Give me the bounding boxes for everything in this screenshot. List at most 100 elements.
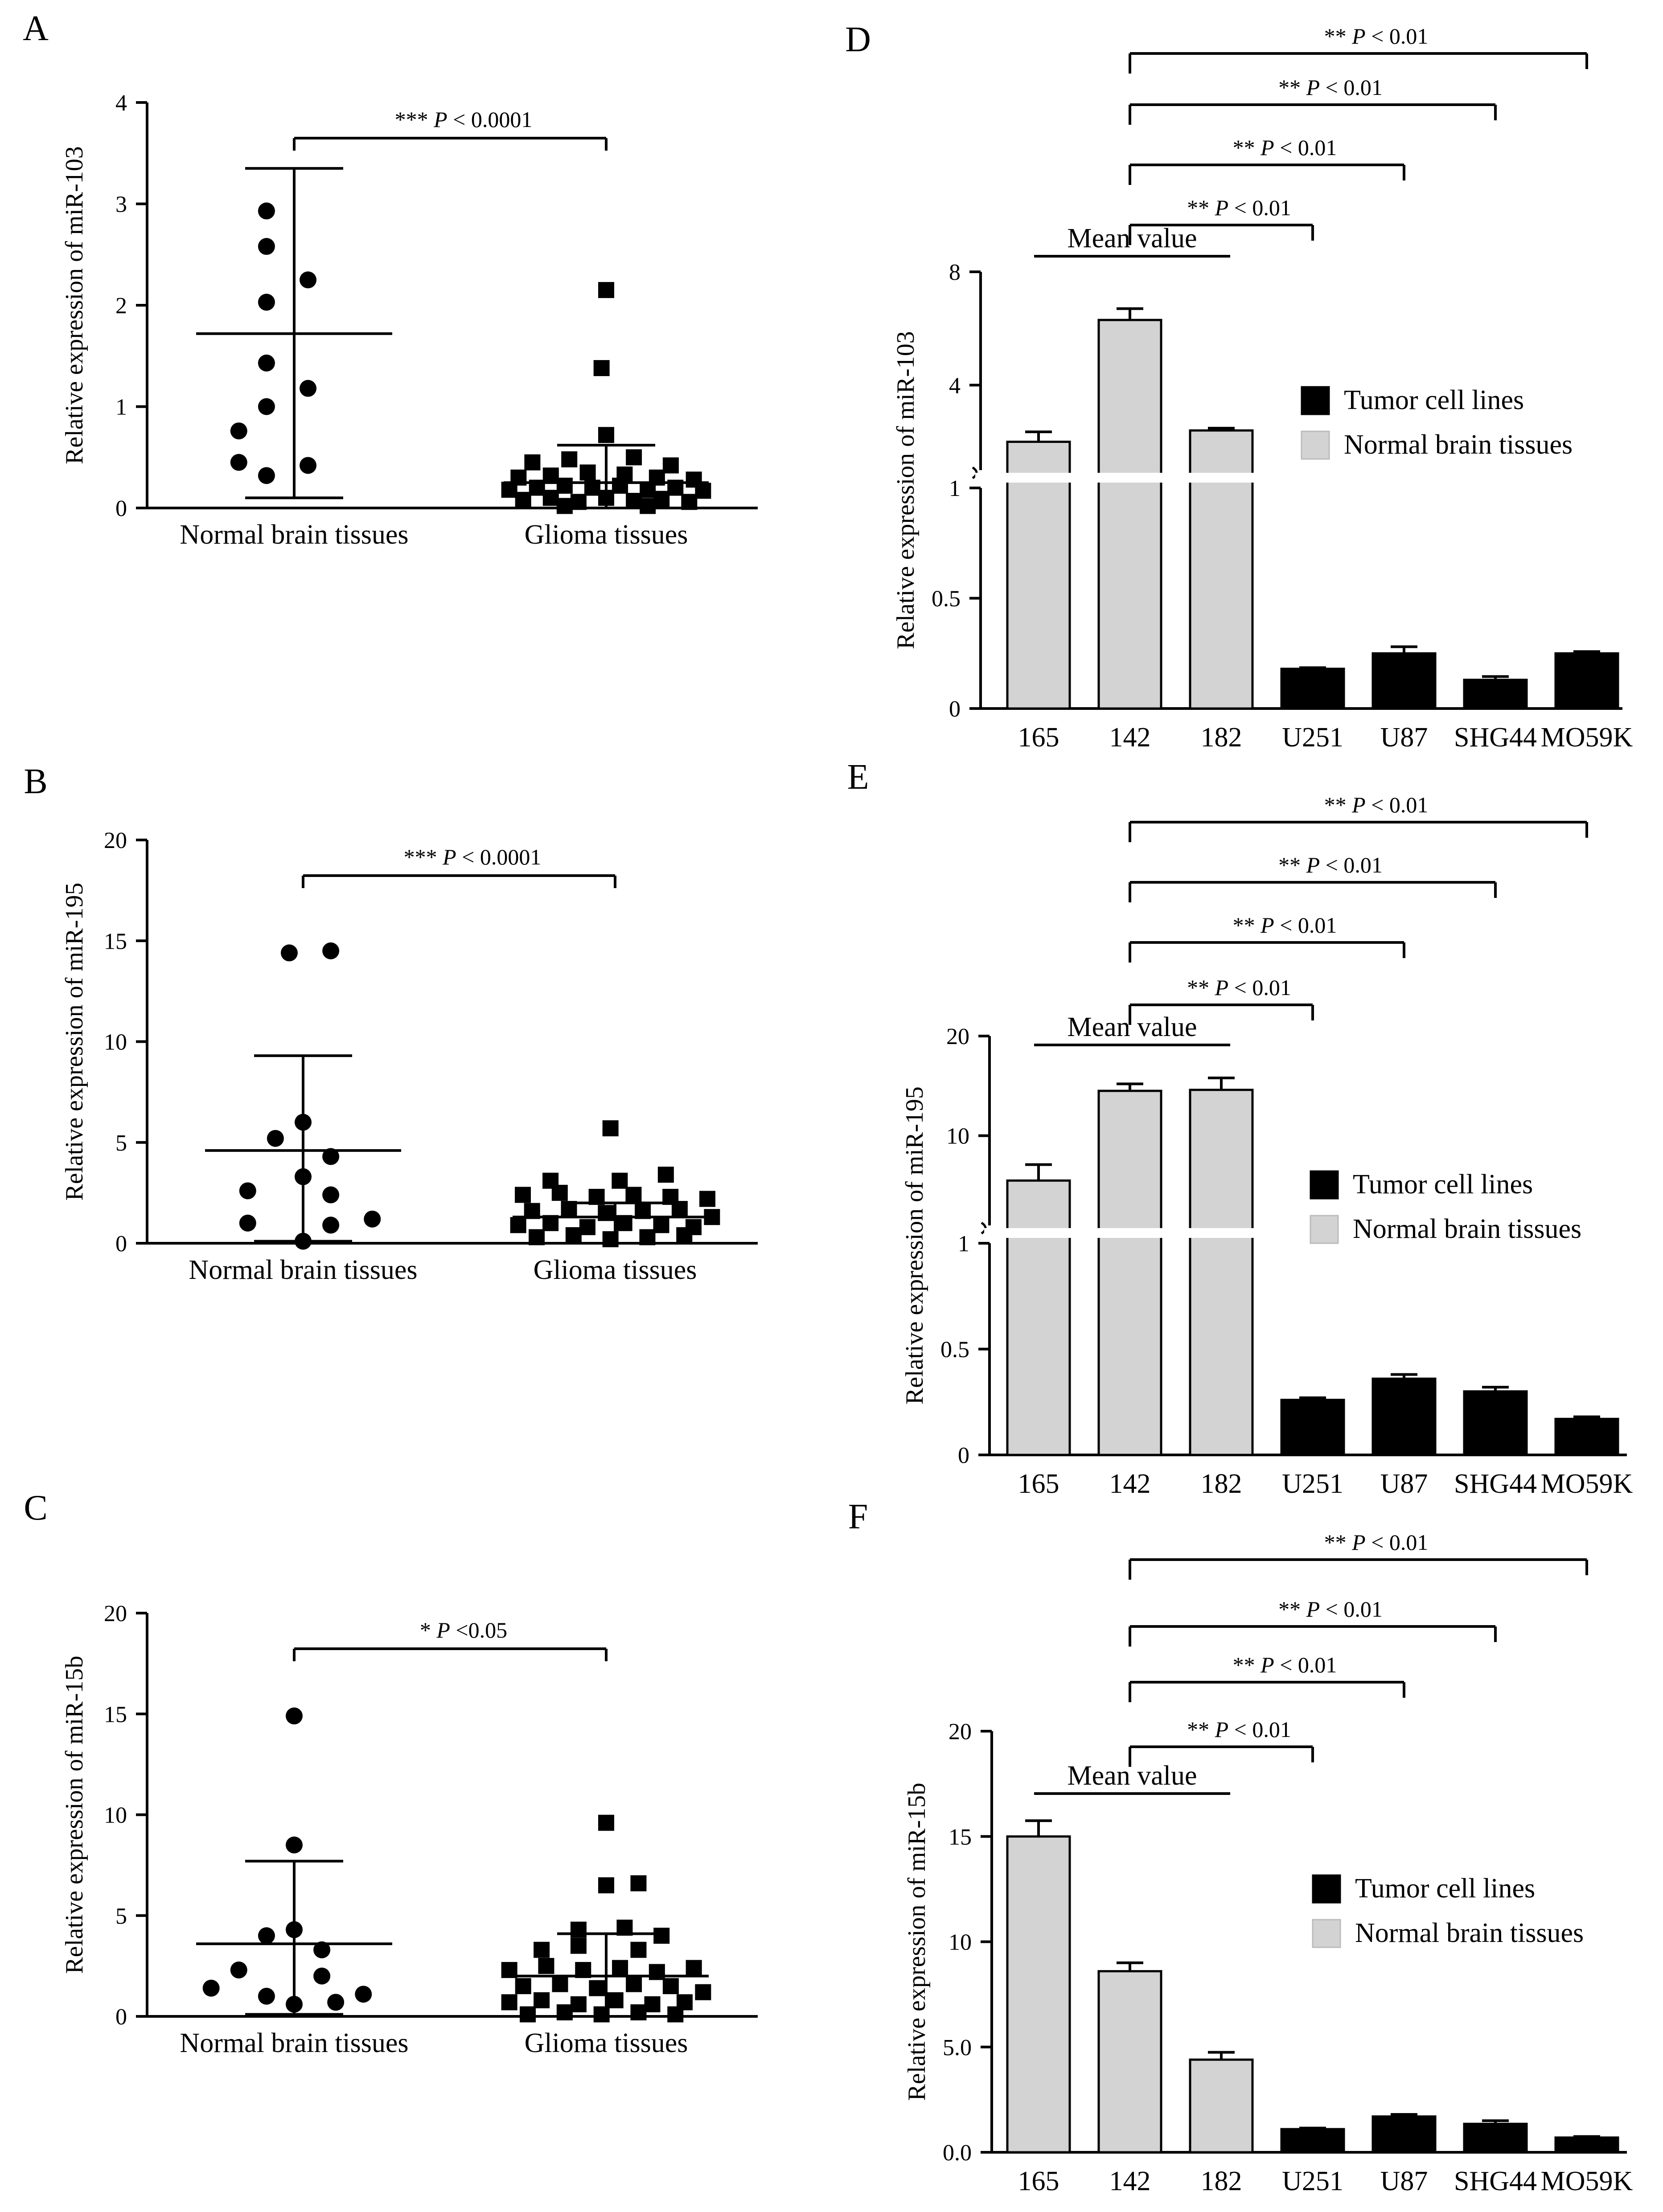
- data-point: [657, 1167, 674, 1183]
- data-point: [598, 282, 614, 298]
- x-category-label: 165: [1018, 722, 1059, 753]
- data-point: [286, 1707, 303, 1725]
- data-point: [575, 1962, 591, 1978]
- data-point: [640, 498, 656, 514]
- data-point: [686, 1960, 702, 1976]
- data-point: [239, 1214, 256, 1232]
- data-point: [570, 494, 587, 510]
- comparison-label: ** P < 0.01: [1278, 75, 1383, 100]
- data-point: [640, 482, 656, 498]
- bar-142: [1097, 1970, 1162, 2154]
- y-tick-label: 20: [949, 1719, 972, 1745]
- bar-u87: [1371, 652, 1437, 710]
- data-point: [322, 1217, 340, 1234]
- data-point: [542, 1215, 559, 1231]
- data-point: [589, 1980, 605, 1996]
- y-axis-label: Relative expression of miR-195: [61, 883, 88, 1201]
- p-threshold: <0.05: [450, 1618, 507, 1643]
- x-category-label: MO59K: [1541, 2166, 1633, 2196]
- x-category-label: Glioma tissues: [525, 520, 688, 550]
- p-threshold: < 0.01: [1274, 1652, 1337, 1677]
- comparison-label: ** P < 0.01: [1324, 792, 1429, 817]
- comparison-label: ** P < 0.01: [1324, 24, 1429, 49]
- bar-mo59k: [1554, 1417, 1619, 1456]
- p-threshold: < 0.01: [1228, 975, 1291, 1000]
- y-tick-label: 4: [115, 90, 127, 116]
- y-axis-label: Relative expression of miR-103: [892, 331, 920, 649]
- x-category-label: MO59K: [1541, 1469, 1633, 1499]
- significance-stars: **: [1187, 195, 1215, 220]
- bar-u251: [1280, 668, 1345, 710]
- data-point: [635, 1203, 651, 1219]
- comparison-label: ** P < 0.01: [1187, 975, 1291, 1000]
- y-tick-label: 0: [115, 1231, 127, 1257]
- significance-stars: **: [1278, 75, 1306, 100]
- p-symbol: P: [1351, 792, 1366, 817]
- data-point: [534, 1992, 550, 2008]
- data-point: [556, 2004, 573, 2020]
- legend-label: Tumor cell lines: [1353, 1169, 1533, 1200]
- y-tick-label: 4: [949, 373, 961, 398]
- y-tick-label: 15: [104, 929, 127, 954]
- axis-break-gap: [984, 1228, 1261, 1238]
- p-threshold: < 0.01: [1228, 1717, 1291, 1742]
- data-point: [364, 1210, 381, 1228]
- data-point: [662, 1978, 679, 1995]
- data-point: [501, 1994, 517, 2011]
- data-point: [295, 1168, 312, 1185]
- bar-u87: [1371, 2115, 1437, 2154]
- p-symbol: P: [1351, 1530, 1366, 1555]
- data-point: [501, 482, 517, 498]
- y-tick-label: 5: [115, 1904, 127, 1929]
- data-point: [588, 1188, 605, 1205]
- data-point: [230, 1961, 247, 1979]
- legend-swatch: [1312, 1874, 1341, 1904]
- bar-mo59k: [1554, 652, 1619, 710]
- data-point: [681, 494, 698, 510]
- data-point: [653, 1217, 669, 1233]
- data-point: [524, 454, 541, 471]
- data-point: [515, 1978, 531, 1995]
- y-tick-label: 15: [949, 1824, 972, 1850]
- data-point: [355, 1986, 372, 2003]
- data-point: [230, 422, 247, 440]
- comparison-label: ** P < 0.01: [1278, 852, 1383, 877]
- legend-swatch: [1310, 1170, 1339, 1200]
- legend-label: Normal brain tissues: [1355, 1918, 1584, 1948]
- data-point: [626, 449, 642, 466]
- data-point: [515, 1187, 531, 1203]
- bar-165: [1006, 1835, 1071, 2154]
- y-tick-label: 10: [104, 1803, 127, 1828]
- p-threshold: < 0.01: [1320, 1597, 1383, 1622]
- x-category-label: 182: [1201, 722, 1242, 753]
- data-point: [538, 1958, 554, 1974]
- p-symbol: P: [1260, 913, 1274, 938]
- data-point: [579, 464, 596, 481]
- data-point: [515, 492, 531, 508]
- p-symbol: P: [1351, 24, 1366, 49]
- y-tick-label: 8: [949, 260, 961, 285]
- data-point: [653, 1928, 670, 1944]
- p-symbol: P: [442, 844, 456, 869]
- legend-swatch: [1310, 1215, 1339, 1244]
- legend-swatch: [1301, 386, 1330, 415]
- data-point: [602, 1231, 619, 1247]
- x-category-label: SHG44: [1454, 1469, 1537, 1499]
- panel-e: E 0 0.5 1 10 20 Relative expression of miR-195…: [847, 758, 1633, 1499]
- mean-value-label: Mean value: [1068, 1012, 1197, 1042]
- data-point: [258, 1987, 275, 2005]
- x-category-label: 182: [1201, 1469, 1242, 1499]
- p-threshold: < 0.01: [1274, 913, 1337, 938]
- x-category-label: Normal brain tissues: [180, 2028, 408, 2058]
- panel-label: B: [24, 762, 47, 801]
- comparison-label: ** P < 0.01: [1233, 913, 1337, 938]
- panel-label: A: [23, 9, 49, 48]
- data-point: [612, 477, 628, 494]
- comparison-label: ** P < 0.01: [1233, 135, 1337, 160]
- data-point: [598, 1205, 614, 1221]
- y-tick-label: 20: [104, 828, 127, 853]
- data-point: [258, 398, 275, 415]
- data-point: [671, 1201, 688, 1217]
- data-point: [584, 479, 600, 496]
- data-point: [552, 1976, 568, 1992]
